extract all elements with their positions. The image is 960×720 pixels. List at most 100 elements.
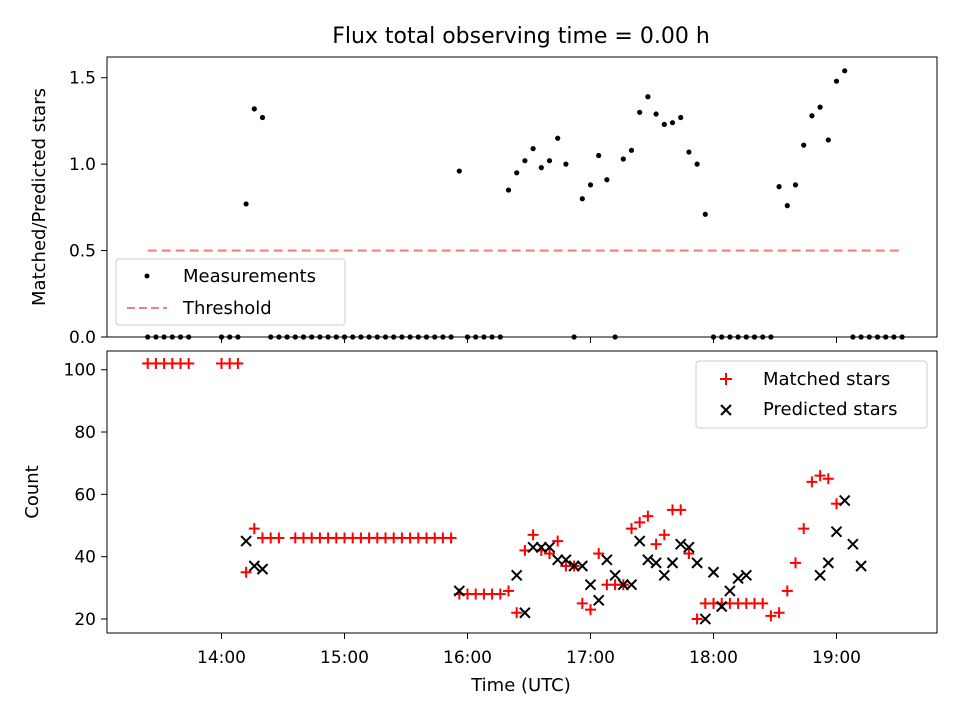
- predicted-star-point: [724, 585, 736, 597]
- predicted-star-point: [527, 541, 539, 554]
- measurement-point: [489, 334, 495, 340]
- predicted-star-point: [601, 554, 613, 566]
- bottom-panel-frame: [106, 350, 938, 634]
- measurement-point: [604, 177, 610, 183]
- top-y-tick-label: 1.0: [69, 155, 96, 175]
- matched-star-point: [503, 585, 514, 597]
- measurement-point: [481, 334, 487, 340]
- predicted-star-point: [715, 600, 728, 613]
- predicted-star-point: [617, 578, 630, 591]
- measurement-point: [546, 158, 553, 164]
- bottom-y-tick-label: 80: [74, 423, 96, 443]
- measurement-point: [571, 334, 577, 340]
- measurement-point: [702, 211, 708, 217]
- matched-star-point: [552, 535, 564, 547]
- measurement-point: [473, 334, 479, 340]
- measurement-point: [776, 184, 782, 190]
- measurement-point: [169, 334, 175, 340]
- measurement-point: [366, 334, 372, 340]
- measurement-point: [251, 106, 257, 112]
- matched-star-point: [831, 498, 842, 510]
- measurement-point: [309, 334, 315, 340]
- predicted-star-point: [683, 541, 695, 554]
- measurement-point: [218, 334, 225, 340]
- predicted-star-point: [584, 578, 597, 591]
- measurement-point: [259, 114, 266, 121]
- measurement-point: [858, 334, 864, 340]
- measurement-point: [719, 334, 725, 340]
- measurement-point: [243, 201, 249, 207]
- predicted-star-point: [658, 569, 671, 582]
- matched-star-point: [593, 548, 605, 560]
- measurement-point: [842, 68, 848, 74]
- measurement-point: [743, 334, 749, 340]
- legend-measurements-marker: [144, 273, 150, 279]
- measurement-point: [612, 334, 618, 340]
- legend-predicted-marker: [720, 404, 732, 416]
- bottom-y-tick-label: 20: [74, 610, 96, 630]
- matched-star-point: [576, 597, 588, 609]
- matched-star-point: [683, 548, 695, 560]
- measurement-point: [825, 137, 831, 143]
- bottom-y-tick-label: 60: [74, 485, 96, 505]
- predicted-star-point: [699, 613, 712, 625]
- predicted-star-point: [830, 526, 843, 538]
- matched-star-point: [273, 532, 285, 544]
- matched-star-point: [248, 523, 260, 535]
- predicted-star-point: [732, 572, 744, 585]
- predicted-star-point: [625, 578, 638, 591]
- measurement-point: [464, 334, 471, 340]
- predicted-star-point: [609, 569, 621, 582]
- legend-measurements-label: Measurements: [183, 266, 316, 287]
- measurement-point: [415, 334, 421, 340]
- bottom-panel: 20 40 60 80 100 14:00 15:00 16:00 17:00 18:00 19:…: [22, 350, 938, 696]
- predicted-star-point: [814, 569, 826, 582]
- measurement-point: [710, 334, 717, 340]
- measurement-point: [809, 113, 815, 119]
- matched-star-point: [773, 607, 785, 619]
- matched-star-point: [806, 476, 818, 488]
- matched-star-point: [765, 610, 777, 622]
- top-y-ticks: 0.0 0.5 1.0 1.5: [69, 69, 837, 348]
- measurement-point: [432, 334, 438, 340]
- bottom-legend: Matched stars Predicted stars: [695, 360, 928, 429]
- bottom-legend-box: [695, 360, 928, 429]
- measurement-point: [686, 149, 692, 155]
- bottom-y-axis-label: Count: [22, 465, 43, 518]
- predicted-star-point: [576, 560, 589, 572]
- predicted-star-point: [453, 585, 466, 597]
- chart-title: Flux total observing time = 0.00 h: [332, 24, 710, 49]
- predicted-star-point: [691, 557, 703, 569]
- measurement-point: [768, 334, 774, 340]
- matched-star-point: [445, 532, 457, 544]
- bottom-y-tick-label: 40: [74, 548, 96, 568]
- measurement-point: [891, 334, 897, 340]
- matched-star-point: [757, 597, 769, 609]
- measurement-point: [407, 334, 413, 340]
- measurement-point: [628, 147, 635, 153]
- measurement-point: [292, 334, 298, 340]
- legend-matched-marker: [720, 373, 732, 385]
- predicted-star-point: [568, 560, 580, 572]
- predicted-star-point: [838, 494, 851, 507]
- matched-star-point: [650, 538, 662, 550]
- measurement-point: [727, 334, 733, 340]
- matched-star-point: [585, 604, 596, 616]
- predicted-star-point: [707, 566, 720, 578]
- measurement-point: [596, 152, 602, 159]
- matched-star-point: [658, 529, 670, 541]
- measurement-point: [374, 334, 380, 340]
- measurement-point: [227, 334, 233, 340]
- measurement-point: [382, 334, 389, 340]
- measurement-point: [874, 334, 881, 340]
- measurement-point: [153, 334, 159, 340]
- predicted-star-point: [642, 554, 654, 566]
- measurement-point: [760, 334, 766, 340]
- measurement-point: [563, 161, 569, 167]
- measurement-point: [300, 334, 307, 340]
- measurement-point: [514, 170, 520, 176]
- predicted-star-point: [674, 538, 687, 550]
- matched-star-point: [634, 516, 646, 528]
- legend-threshold-label: Threshold: [182, 298, 272, 319]
- measurement-point: [784, 203, 790, 209]
